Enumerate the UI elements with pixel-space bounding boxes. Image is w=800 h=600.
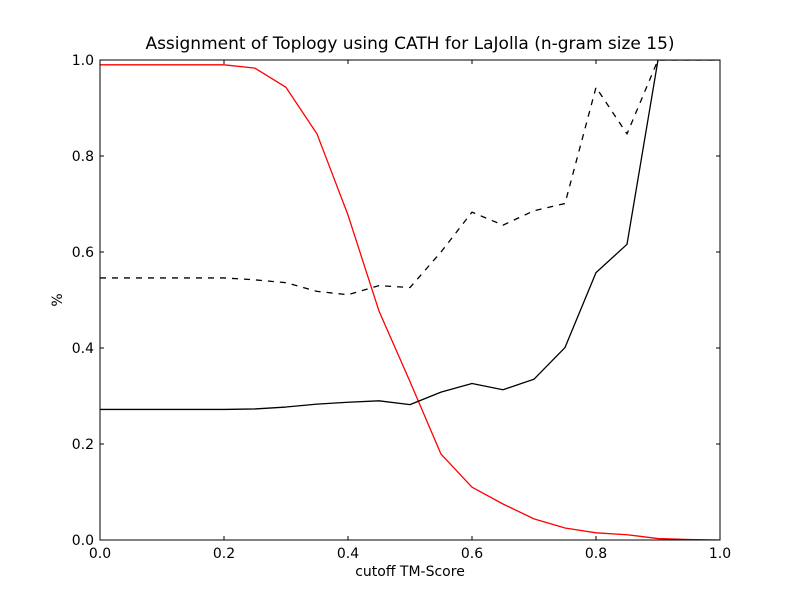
x-axis: 0.0 0.2 0.4 0.6 0.8 1.0 [89, 60, 731, 562]
y-tick-label: 1.0 [72, 53, 94, 69]
chart-title: Assignment of Toplogy using CATH for LaJ… [145, 34, 674, 54]
x-axis-label: cutoff TM-Score [355, 564, 465, 580]
x-tick-label: 0.4 [337, 546, 359, 562]
y-tick-label: 0.4 [72, 341, 94, 357]
y-axis: 0.0 0.2 0.4 0.6 0.8 1.0 [72, 53, 720, 549]
series-line-1 [100, 64, 720, 540]
y-tick-label: 0.0 [72, 533, 94, 549]
series-line-2 [100, 60, 720, 296]
series-lines [100, 60, 720, 540]
y-axis-label: % [50, 293, 66, 306]
x-tick-label: 0.0 [89, 546, 111, 562]
y-tick-label: 0.6 [72, 245, 94, 261]
y-tick-label: 0.8 [72, 149, 94, 165]
x-tick-label: 0.6 [461, 546, 483, 562]
y-tick-label: 0.2 [72, 437, 94, 453]
x-tick-label: 0.2 [213, 546, 235, 562]
x-tick-label: 0.8 [585, 546, 607, 562]
plot-area [99, 59, 721, 541]
x-tick-label: 1.0 [709, 546, 731, 562]
axes-frame [99, 59, 721, 541]
series-line-3 [100, 60, 720, 411]
